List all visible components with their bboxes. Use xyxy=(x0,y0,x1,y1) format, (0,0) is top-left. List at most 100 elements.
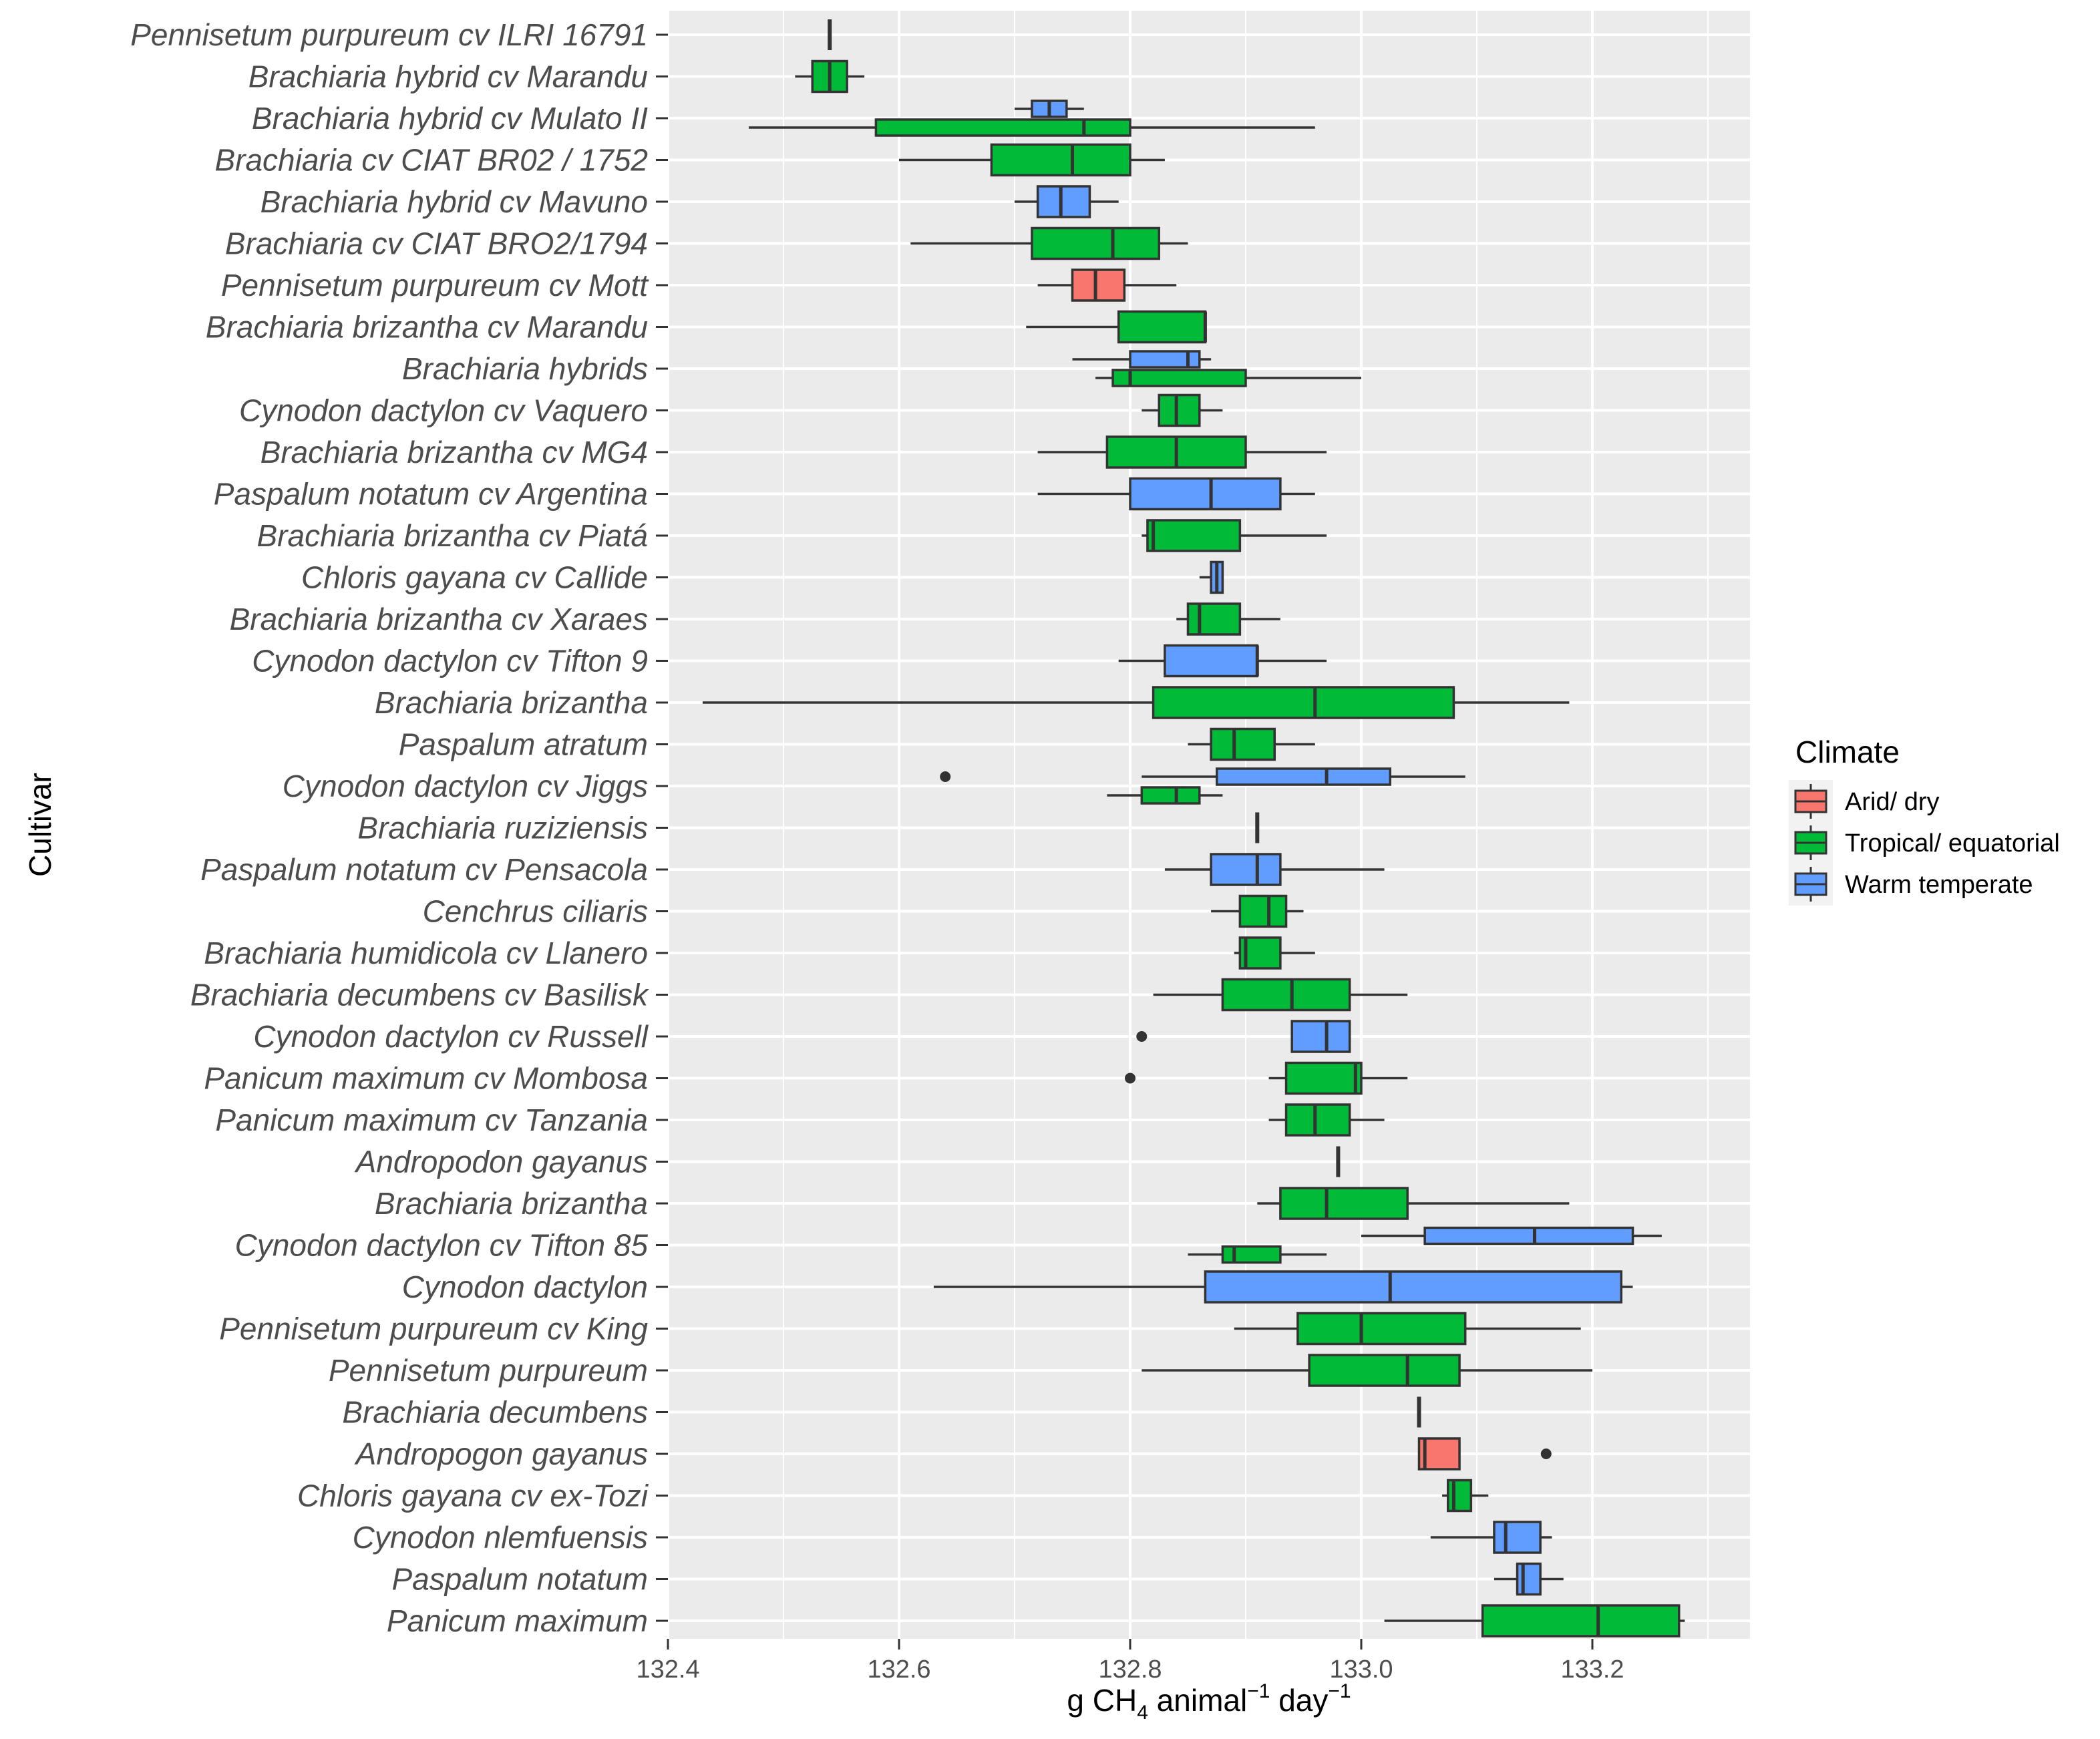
category-label: Paspalum atratum xyxy=(399,727,648,762)
box-iqr xyxy=(1186,602,1242,636)
box-iqr xyxy=(1210,853,1282,886)
category-label: Chloris gayana cv ex-Tozi xyxy=(297,1479,649,1513)
box-iqr xyxy=(1221,978,1351,1012)
box-tropical xyxy=(1125,1061,1408,1095)
box-arid xyxy=(1417,1437,1552,1471)
box-iqr xyxy=(1279,1187,1409,1220)
x-axis-title-superscript: −1 xyxy=(1328,1680,1351,1702)
box-iqr xyxy=(1158,393,1201,427)
x-tick-label: 133.2 xyxy=(1560,1656,1624,1684)
category-label: Brachiaria cv CIAT BR02 / 1752 xyxy=(214,143,648,178)
category-label: Cynodon dactylon cv Russell xyxy=(253,1019,649,1054)
x-axis-title-part: day xyxy=(1270,1683,1328,1718)
legend-item-tropical: Tropical/ equatorial xyxy=(1794,825,2060,860)
category-label: Brachiaria decumbens xyxy=(342,1395,648,1430)
box-iqr xyxy=(1481,1604,1681,1637)
outlier-point xyxy=(1125,1073,1135,1084)
legend-item-arid: Arid/ dry xyxy=(1794,784,1939,819)
category-label: Paspalum notatum cv Pensacola xyxy=(200,852,648,887)
x-tick-label: 132.6 xyxy=(867,1656,930,1684)
box-iqr xyxy=(1204,1270,1622,1304)
box-tropical xyxy=(1153,978,1408,1012)
box-iqr xyxy=(1296,1312,1467,1346)
box-iqr xyxy=(990,143,1131,177)
category-labels: Pennisetum purpureum cv ILRI 16791 Brachi… xyxy=(130,17,668,1638)
legend-item-warm: Warm temperate xyxy=(1794,867,2033,902)
box-tropical xyxy=(1268,1103,1385,1137)
category-label: Andropogon gayanus xyxy=(354,1436,648,1471)
category-label: Pennisetum purpureum cv King xyxy=(219,1312,648,1346)
x-axis-title: g CH4 animal−1 day−1 xyxy=(1067,1680,1351,1724)
category-label: Brachiaria ruziziensis xyxy=(357,811,648,845)
x-axis-title-subscript: 4 xyxy=(1137,1702,1148,1724)
box-tropical xyxy=(1234,1312,1581,1346)
category-label: Brachiaria hybrids xyxy=(402,351,648,386)
category-label: Paspalum notatum xyxy=(391,1562,648,1597)
category-label: Panicum maximum cv Tanzania xyxy=(215,1103,648,1137)
category-label: Panicum maximum cv Mombosa xyxy=(204,1061,648,1096)
legend-label: Warm temperate xyxy=(1845,871,2033,899)
category-label: Brachiaria brizantha cv Marandu xyxy=(206,310,648,345)
x-tick-label: 133.0 xyxy=(1329,1656,1393,1684)
box-tropical xyxy=(1188,727,1315,761)
box-warm xyxy=(1015,185,1119,218)
box-iqr xyxy=(1447,1479,1473,1513)
box-tropical xyxy=(749,118,1315,137)
box-tropical xyxy=(702,686,1570,719)
box-warm xyxy=(1164,853,1385,886)
x-tick-label: 132.4 xyxy=(636,1656,699,1684)
box-series xyxy=(702,19,1685,1637)
box-warm xyxy=(1072,350,1212,369)
box-tropical xyxy=(1176,602,1280,636)
category-label: Cynodon dactylon cv Jiggs xyxy=(283,769,648,803)
category-label: Cynodon dactylon cv Tifton 85 xyxy=(235,1228,649,1263)
box-iqr xyxy=(1290,1020,1351,1053)
box-iqr xyxy=(1238,894,1288,928)
plot-panel xyxy=(668,11,1750,1639)
box-tropical xyxy=(1142,519,1327,552)
legend: Climate Arid/ dry Tropical/ equatorial War… xyxy=(1789,735,2060,906)
box-warm xyxy=(1136,1020,1351,1053)
box-warm xyxy=(1430,1521,1552,1554)
category-label: Andropodon gayanus xyxy=(354,1145,648,1179)
category-label: Cynodon dactylon cv Vaquero xyxy=(239,393,648,428)
legend-label: Tropical/ equatorial xyxy=(1845,829,2060,857)
box-iqr xyxy=(1216,767,1391,786)
box-warm xyxy=(1361,1226,1662,1245)
category-label: Pennisetum purpureum cv ILRI 16791 xyxy=(130,17,648,52)
box-tropical xyxy=(1384,1604,1685,1637)
box-tropical xyxy=(1095,369,1361,387)
category-label: Brachiaria cv CIAT BRO2/1794 xyxy=(225,226,648,261)
legend-label: Arid/ dry xyxy=(1845,788,1939,816)
category-label: Pennisetum purpureum xyxy=(329,1353,648,1388)
box-iqr xyxy=(1140,786,1201,805)
box-iqr xyxy=(1423,1226,1634,1245)
legend-title: Climate xyxy=(1795,735,1900,769)
box-tropical xyxy=(1142,393,1223,427)
box-iqr xyxy=(1111,369,1247,387)
box-iqr xyxy=(1164,644,1259,678)
outlier-point xyxy=(1540,1448,1552,1459)
box-tropical xyxy=(1037,435,1327,469)
box-warm xyxy=(1037,477,1315,511)
box-tropical xyxy=(1211,894,1304,928)
box-tropical xyxy=(910,226,1188,260)
category-label: Brachiaria brizantha cv Xaraes xyxy=(230,602,648,636)
box-tropical xyxy=(795,59,865,93)
category-label: Paspalum notatum cv Argentina xyxy=(214,477,648,512)
x-axis-title-superscript: −1 xyxy=(1247,1680,1270,1702)
box-iqr xyxy=(1036,185,1091,218)
box-iqr xyxy=(1284,1103,1351,1137)
box-tropical xyxy=(1188,1245,1327,1264)
box-arid xyxy=(1037,268,1177,302)
box-iqr xyxy=(1129,477,1282,511)
category-label: Brachiaria hybrid cv Mulato II xyxy=(252,101,648,136)
box-iqr xyxy=(1493,1521,1542,1554)
x-axis-title-part: animal xyxy=(1148,1683,1247,1718)
box-iqr xyxy=(1221,1245,1282,1264)
category-label: Panicum maximum xyxy=(387,1603,648,1638)
category-label: Chloris gayana cv Callide xyxy=(301,560,648,595)
outlier-point xyxy=(940,771,951,782)
box-warm xyxy=(933,1270,1633,1304)
